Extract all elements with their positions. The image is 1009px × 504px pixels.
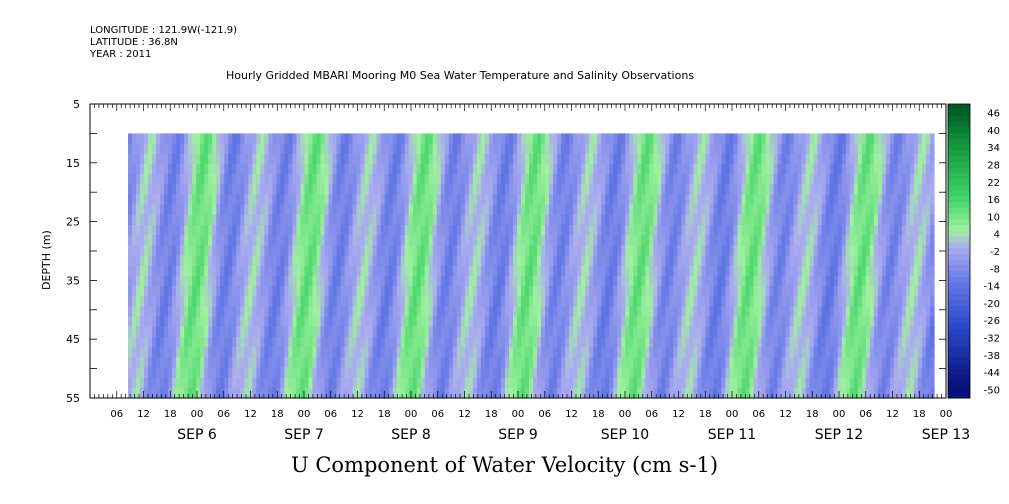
latitude-label: LATITUDE : 36.8N — [90, 37, 178, 48]
colorbar-label-0: 46 — [987, 109, 1000, 120]
y-tick-label-3: 35 — [66, 274, 80, 287]
colorbar-label-1: 40 — [987, 126, 1000, 137]
x-tick-label-9: 12 — [351, 409, 364, 420]
x-tick-label-28: 06 — [859, 409, 872, 420]
x-day-label-4: SEP 10 — [601, 427, 649, 443]
x-tick-label-3: 00 — [191, 409, 204, 420]
x-tick-label-15: 00 — [512, 409, 525, 420]
colorbar-label-12: -26 — [984, 316, 1000, 327]
x-tick-label-22: 18 — [699, 409, 712, 420]
x-tick-label-23: 00 — [726, 409, 739, 420]
x-tick-label-4: 06 — [217, 409, 230, 420]
x-tick-label-29: 12 — [886, 409, 899, 420]
colorbar-label-5: 16 — [987, 195, 1000, 206]
x-tick-label-21: 12 — [672, 409, 685, 420]
x-minor-ticks — [89, 104, 947, 398]
x-day-label-5: SEP 11 — [708, 427, 756, 443]
y-tick-label-1: 15 — [66, 157, 80, 170]
colorbar-label-3: 28 — [987, 161, 1000, 172]
x-tick-label-5: 12 — [244, 409, 257, 420]
colorbar-label-10: -14 — [984, 282, 1000, 293]
x-tick-label-17: 12 — [565, 409, 578, 420]
colorbar-label-2: 34 — [987, 143, 1000, 154]
x-tick-label-30: 18 — [913, 409, 926, 420]
colorbar-label-15: -44 — [984, 368, 1000, 379]
colorbar-label-8: -2 — [990, 247, 1000, 258]
y-tick-label-5: 55 — [66, 392, 80, 405]
x-tick-label-2: 18 — [164, 409, 177, 420]
x-tick-label-1: 12 — [137, 409, 150, 420]
y-tick-label-4: 45 — [66, 333, 80, 346]
x-tick-label-13: 12 — [458, 409, 471, 420]
x-tick-label-18: 18 — [592, 409, 605, 420]
heatmap-field — [128, 133, 935, 399]
x-tick-label-10: 18 — [378, 409, 391, 420]
x-tick-label-14: 18 — [485, 409, 498, 420]
x-tick-label-24: 06 — [752, 409, 765, 420]
colorbar-label-7: 4 — [994, 230, 1000, 241]
colorbar-label-4: 22 — [987, 178, 1000, 189]
y-ticks — [90, 103, 946, 399]
x-tick-label-6: 18 — [271, 409, 284, 420]
longitude-label: LONGITUDE : 121.9W(-121.9) — [90, 25, 237, 36]
colorbar-label-14: -38 — [984, 351, 1000, 362]
x-day-label-0: SEP 6 — [177, 427, 217, 443]
x-axis-label: U Component of Water Velocity (cm s-1) — [290, 453, 719, 477]
x-tick-label-19: 00 — [619, 409, 632, 420]
x-tick-label-16: 06 — [538, 409, 551, 420]
colorbar — [948, 104, 970, 399]
x-tick-label-7: 00 — [298, 409, 311, 420]
y-tick-label-2: 25 — [66, 216, 80, 229]
x-tick-label-27: 00 — [833, 409, 846, 420]
x-day-label-1: SEP 7 — [284, 427, 324, 443]
x-tick-label-11: 00 — [405, 409, 418, 420]
x-tick-label-12: 06 — [431, 409, 444, 420]
colorbar-label-13: -32 — [984, 334, 1000, 345]
colorbar-frame — [947, 103, 971, 399]
colorbar-label-16: -50 — [984, 385, 1000, 396]
colorbar-label-11: -20 — [984, 299, 1000, 310]
x-tick-label-0: 06 — [110, 409, 123, 420]
chart-title: Hourly Gridded MBARI Mooring M0 Sea Wate… — [226, 69, 695, 82]
x-day-label-6: SEP 12 — [815, 427, 863, 443]
x-day-label-7: SEP 13 — [922, 427, 970, 443]
x-tick-label-25: 12 — [779, 409, 792, 420]
x-day-label-3: SEP 9 — [498, 427, 538, 443]
x-day-label-2: SEP 8 — [391, 427, 431, 443]
x-tick-label-31: 00 — [940, 409, 953, 420]
x-tick-label-26: 18 — [806, 409, 819, 420]
y-tick-label-0: 5 — [73, 98, 80, 111]
x-tick-label-20: 06 — [645, 409, 658, 420]
colorbar-label-6: 10 — [987, 212, 1000, 223]
year-label: YEAR : 2011 — [90, 49, 152, 60]
x-tick-label-8: 06 — [324, 409, 337, 420]
colorbar-label-9: -8 — [990, 264, 1000, 275]
